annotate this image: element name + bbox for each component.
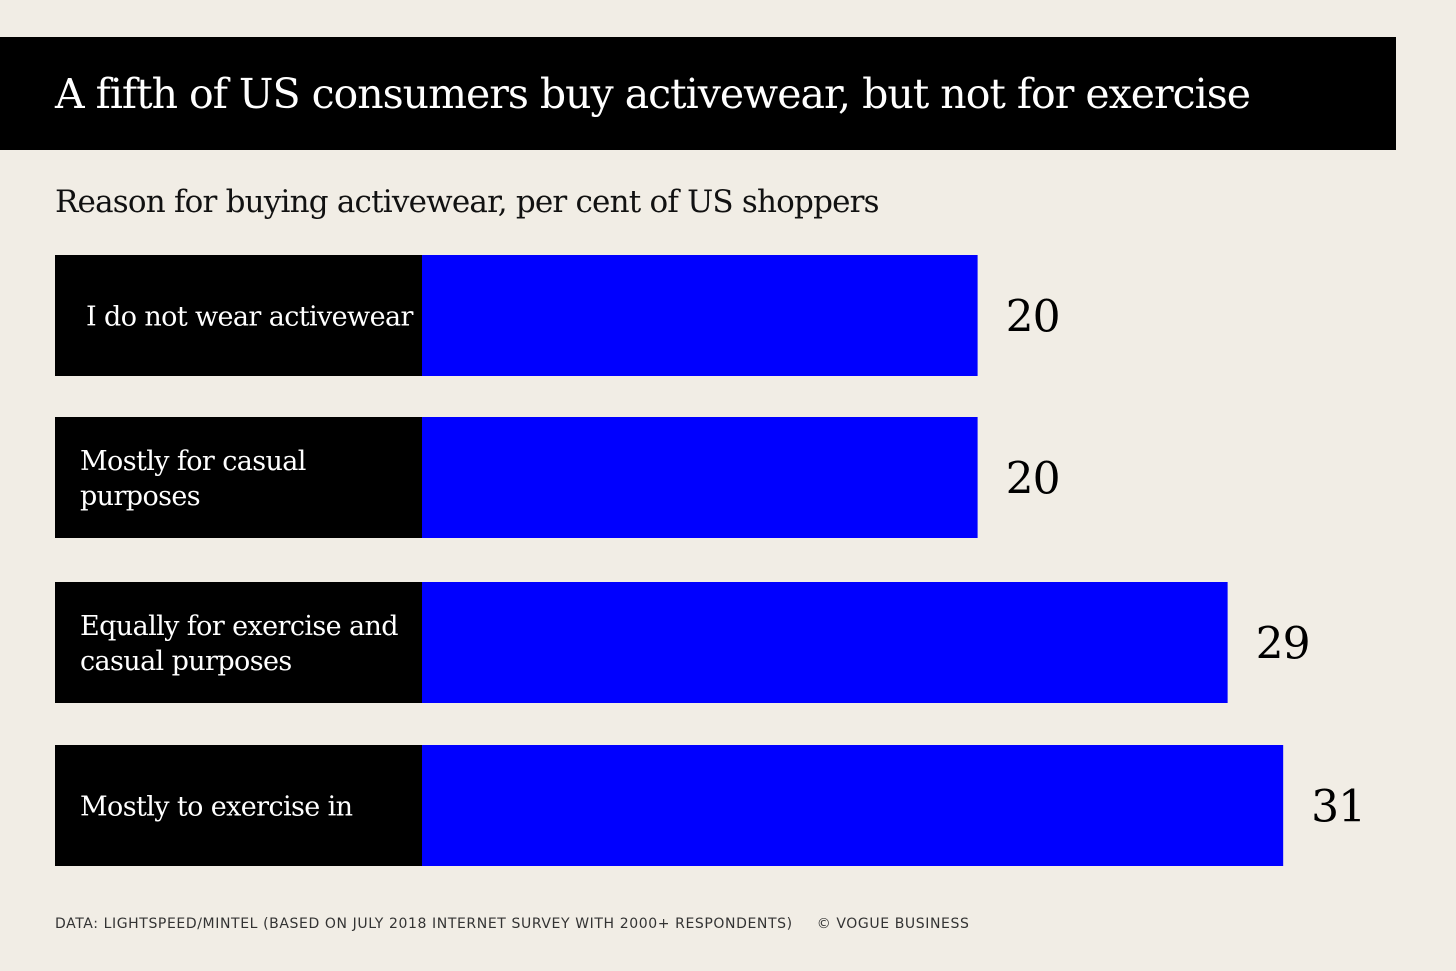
data-label: 20 [1006, 292, 1060, 343]
chart-title: A fifth of US consumers buy activewear, … [55, 69, 1251, 118]
copyright-credit: © VOGUE BUSINESS [816, 916, 970, 932]
bar [422, 417, 978, 538]
category-label-box [55, 745, 422, 866]
category-label: purposes [80, 481, 200, 512]
category-label-box [55, 417, 422, 538]
bar [422, 255, 978, 376]
title-banner: A fifth of US consumers buy activewear, … [0, 37, 1396, 150]
data-label: 29 [1256, 619, 1310, 670]
footer: DATA: LIGHTSPEED/MINTEL (BASED ON JULY 2… [55, 916, 969, 932]
category-label: Mostly to exercise in [80, 792, 353, 823]
source-note: DATA: LIGHTSPEED/MINTEL (BASED ON JULY 2… [55, 916, 793, 932]
bar [422, 745, 1284, 866]
category-label-box [55, 582, 422, 703]
data-label: 31 [1311, 782, 1365, 833]
data-label: 20 [1006, 454, 1060, 505]
category-label-box [55, 255, 422, 376]
chart-subtitle: Reason for buying activewear, per cent o… [55, 184, 880, 220]
category-label: I do not wear activewear [86, 302, 413, 333]
category-label: Mostly for casual [80, 446, 306, 477]
category-label: Equally for exercise and [80, 611, 398, 642]
category-label: casual purposes [80, 646, 292, 677]
bar [422, 582, 1228, 703]
